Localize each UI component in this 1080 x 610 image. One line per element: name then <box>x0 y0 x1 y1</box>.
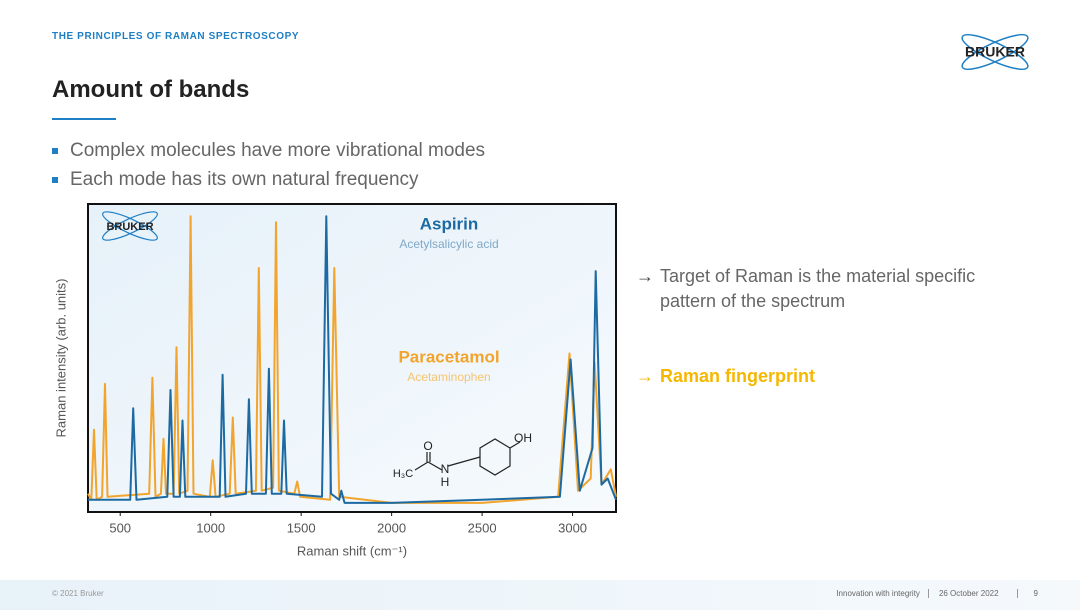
note-arrow: → <box>636 266 654 286</box>
logo-graphic: BRUKER <box>961 33 1029 71</box>
y-axis-label: Raman intensity (arb. units) <box>53 279 68 438</box>
chart-logo-text: BRUKER <box>106 221 153 233</box>
note-text: Target of Raman is the material specific… <box>660 266 976 311</box>
x-tick-label: 2000 <box>377 520 406 535</box>
footer-info: Innovation with integrity 26 October 202… <box>836 589 1038 598</box>
note: → Raman fingerprint <box>636 366 815 387</box>
bullet-text: Each mode has its own natural frequency <box>70 169 419 190</box>
spectrum-line <box>88 215 617 504</box>
kicker: THE PRINCIPLES OF RAMAN SPECTROSCOPY <box>52 31 300 42</box>
bullet: Each mode has its own natural frequency <box>52 165 485 194</box>
bullet-text: Complex molecules have more vibrational … <box>70 140 486 161</box>
structure-label: O <box>423 439 432 453</box>
note: → Target of Raman is the material specifi… <box>636 264 1036 314</box>
note-text: Raman fingerprint <box>660 366 816 386</box>
logo-text: BRUKER <box>965 44 1025 60</box>
structure-label: N <box>441 462 450 476</box>
copyright: © 2021 Bruker <box>52 589 104 598</box>
tagline: Innovation with integrity <box>836 589 929 598</box>
series-subtitle: Acetaminophen <box>407 370 490 384</box>
date: 26 October 2022 <box>939 589 1018 598</box>
series-subtitle: Acetylsalicylic acid <box>399 237 498 251</box>
chart-logo: BRUKER <box>102 211 158 241</box>
bullets: Complex molecules have more vibrational … <box>52 136 485 194</box>
series-label: Aspirin <box>420 214 479 233</box>
structure <box>414 438 521 476</box>
title: Amount of bands <box>52 76 250 103</box>
page-number: 9 <box>1033 589 1038 598</box>
structure-label: H₃C <box>393 468 413 480</box>
x-tick-label: 2500 <box>468 520 497 535</box>
x-axis-label: Raman shift (cm⁻¹) <box>297 543 407 558</box>
plot-frame <box>87 203 617 513</box>
x-tick-label: 1000 <box>196 520 225 535</box>
title-rule <box>52 118 116 120</box>
spectrum-line <box>87 215 617 504</box>
note-arrow: → <box>636 366 654 386</box>
series-label: Paracetamol <box>398 347 499 366</box>
x-tick-label: 1500 <box>287 520 316 535</box>
x-tick-label: 500 <box>109 520 131 535</box>
structure-label: H <box>441 475 450 489</box>
footer-band <box>0 580 1080 610</box>
logo: BRUKER <box>950 30 1040 74</box>
x-tick-label: 3000 <box>558 520 587 535</box>
bullet: Complex molecules have more vibrational … <box>52 136 485 165</box>
structure-label: OH <box>514 431 532 445</box>
